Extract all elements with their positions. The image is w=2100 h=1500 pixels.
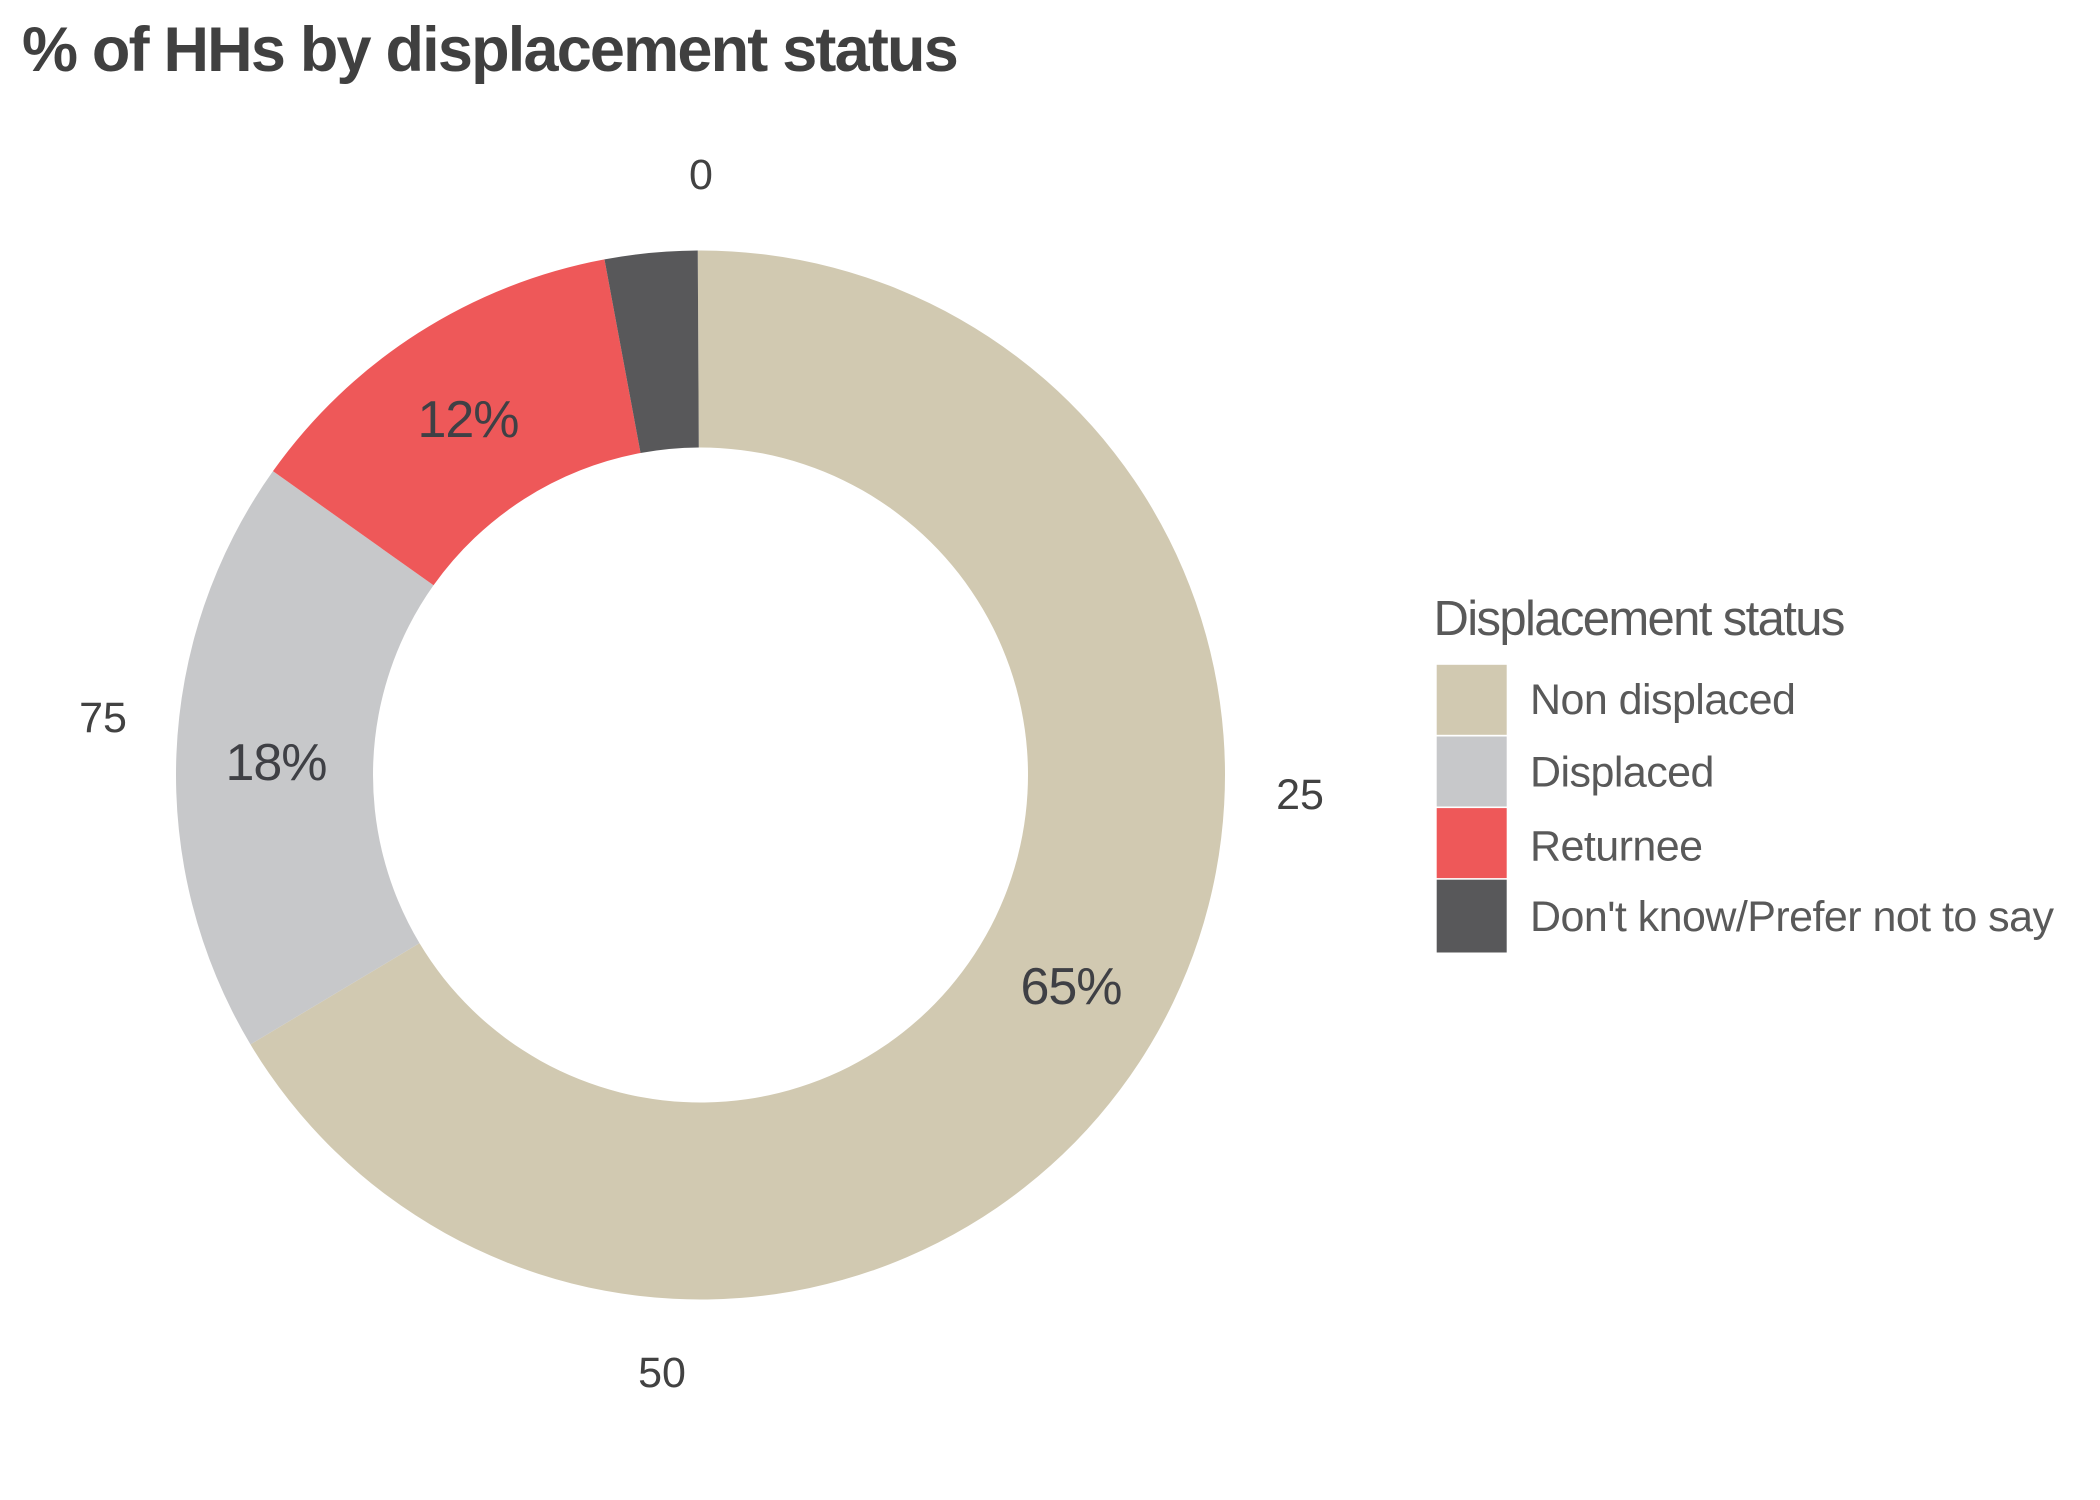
svg-text:Don't know/Prefer not to say: Don't know/Prefer not to say [1530,893,2054,941]
svg-text:Displaced: Displaced [1530,748,1714,796]
svg-text:Displacement status: Displacement status [1434,592,1844,646]
svg-text:50: 50 [638,1349,686,1397]
svg-text:75: 75 [79,694,127,742]
svg-text:Returnee: Returnee [1530,823,1703,871]
svg-text:% of HHs by displacement statu: % of HHs by displacement status [22,15,957,85]
svg-text:12%: 12% [417,391,518,449]
svg-text:18%: 18% [225,734,326,792]
svg-text:Non displaced: Non displaced [1530,676,1795,724]
svg-text:65%: 65% [1020,958,1121,1016]
svg-text:0: 0 [689,151,713,199]
svg-text:25: 25 [1276,771,1324,819]
